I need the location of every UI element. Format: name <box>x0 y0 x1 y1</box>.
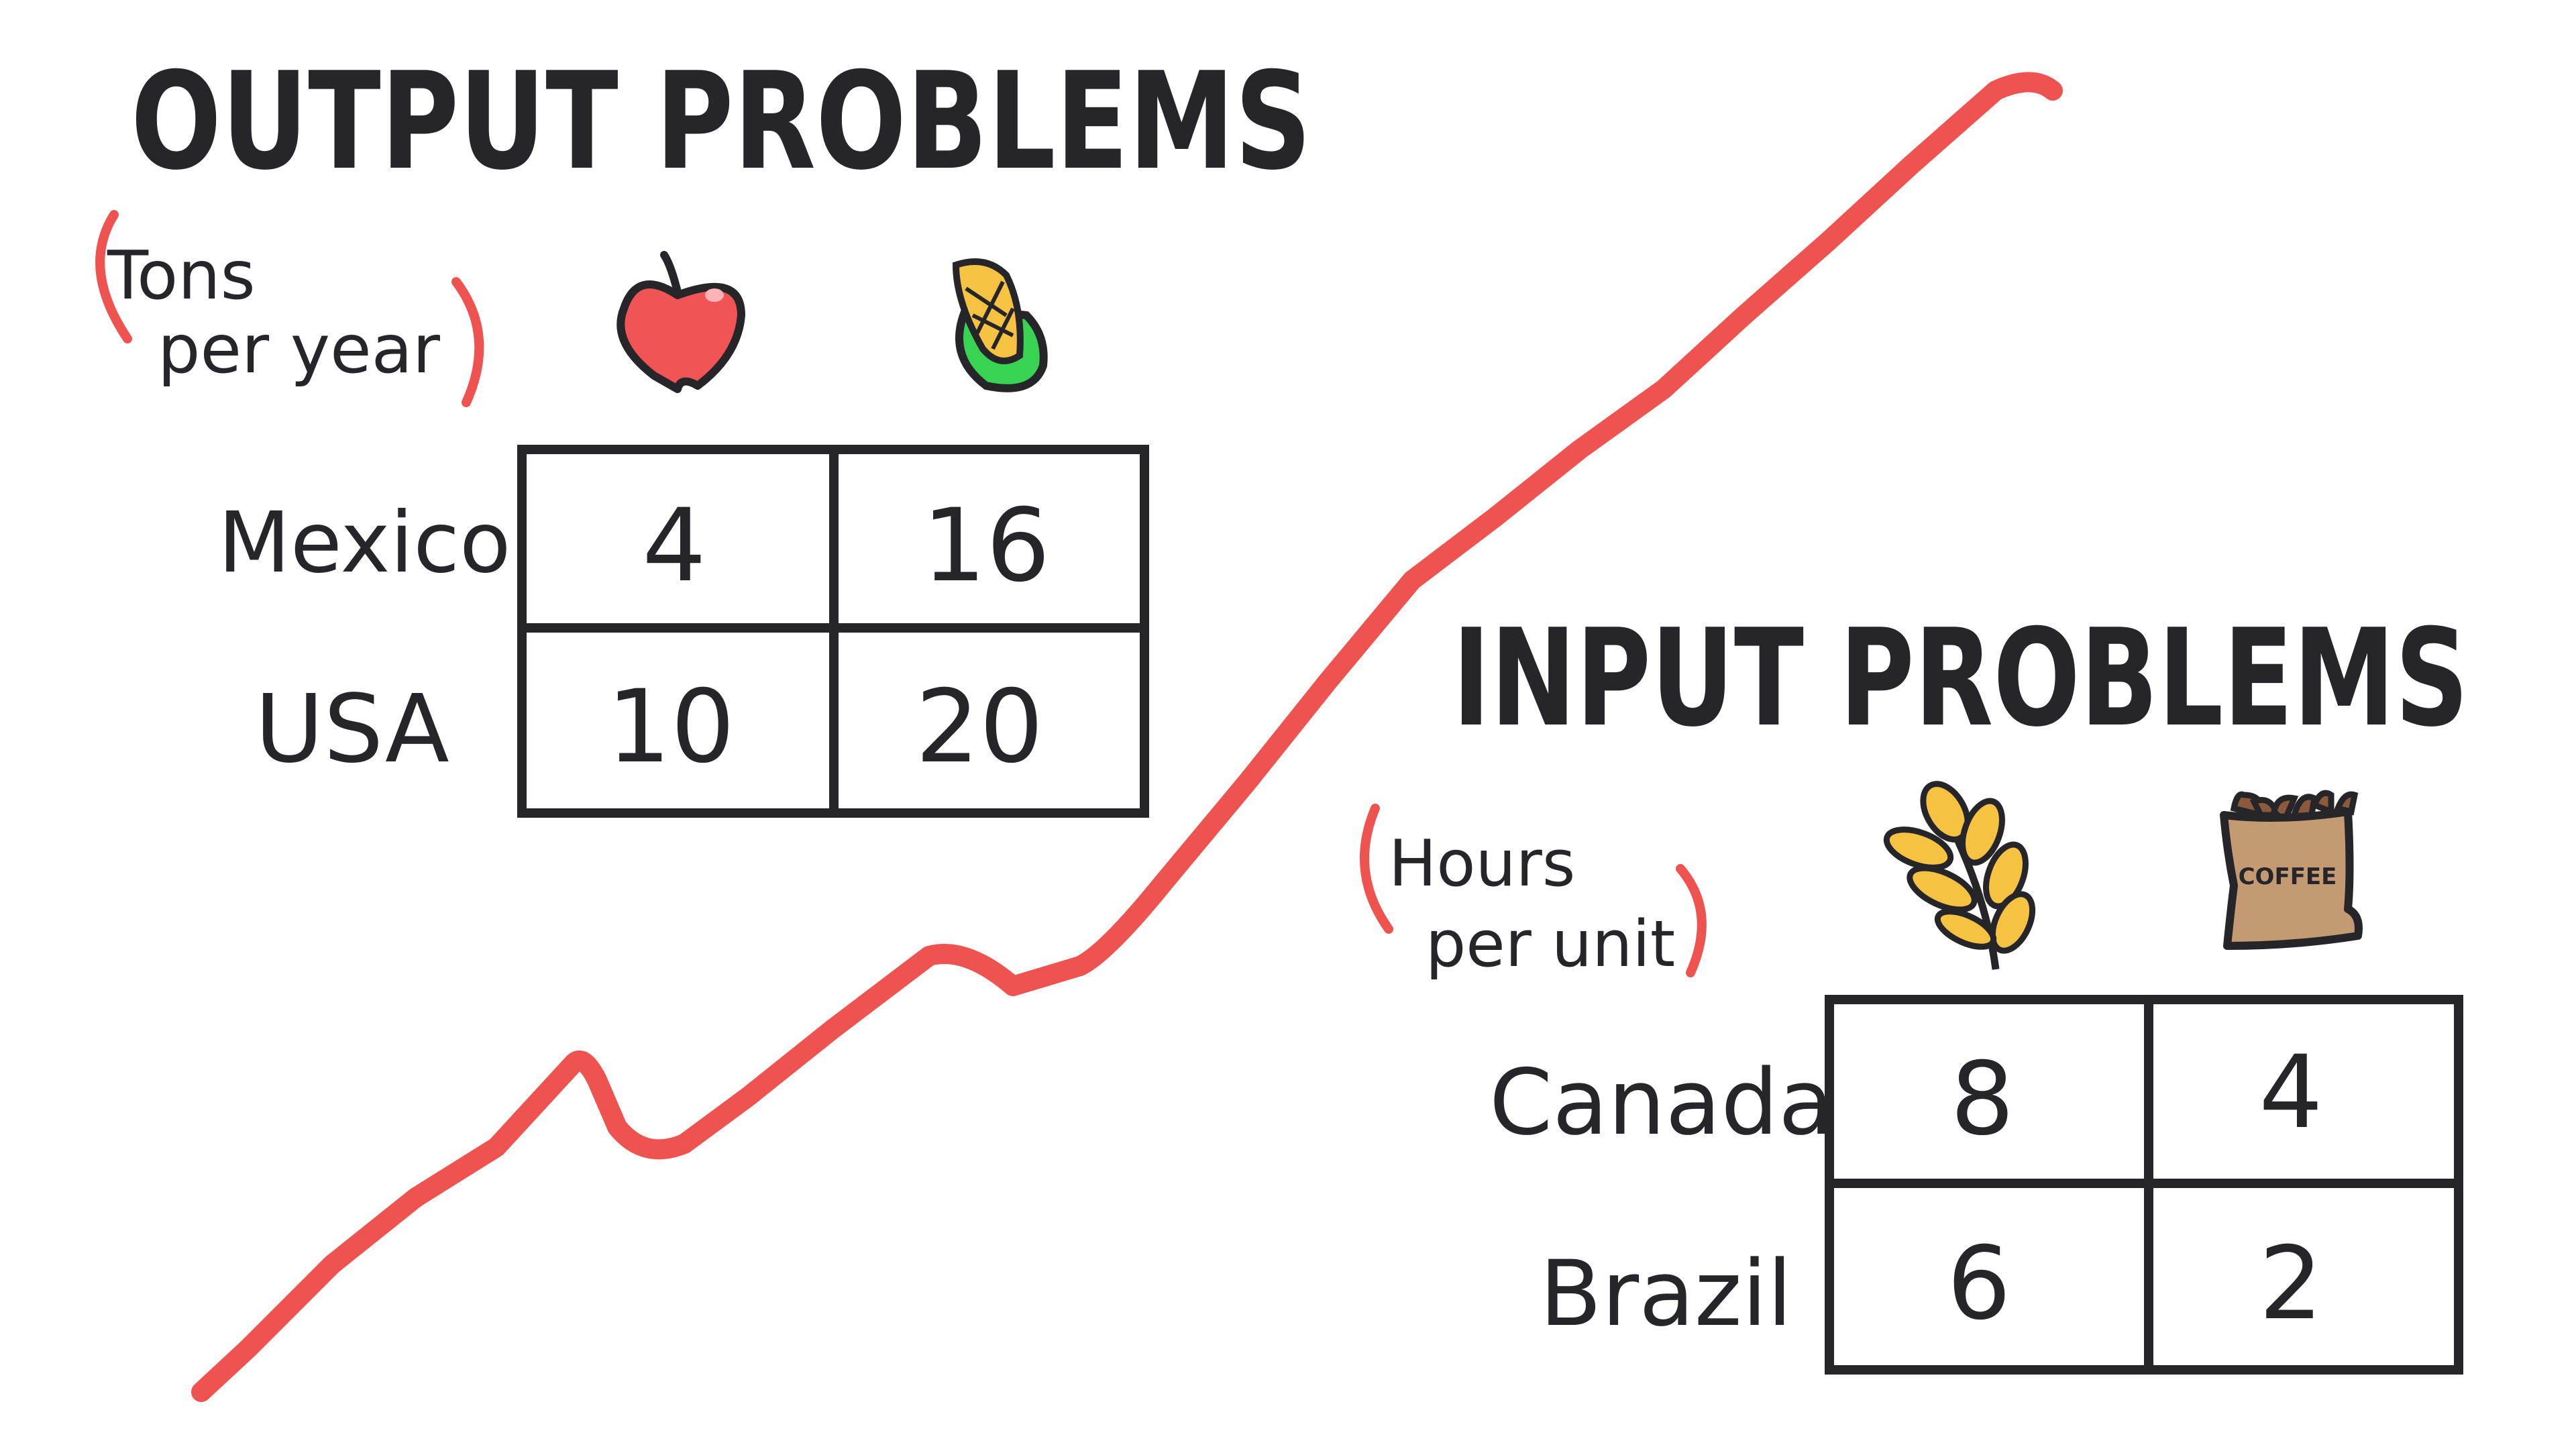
output-unit-line1: Tons <box>107 236 256 315</box>
output-problems-title: OUTPUT PROBLEMS <box>131 44 1311 200</box>
row-label-usa: USA <box>255 675 449 784</box>
row-label-canada: Canada <box>1489 1050 1834 1155</box>
output-table <box>517 445 1149 818</box>
rising-trend-line <box>191 72 2063 1402</box>
cell-brazil-wheat: 6 <box>1947 1226 2010 1342</box>
row-label-brazil: Brazil <box>1540 1241 1792 1346</box>
input-table <box>1825 995 2463 1375</box>
cell-canada-wheat: 8 <box>1950 1041 2014 1158</box>
input-unit-paren-left <box>1360 804 1393 934</box>
cell-brazil-coffee: 2 <box>2259 1226 2322 1342</box>
input-unit-paren-right <box>1676 864 1707 977</box>
cell-canada-coffee: 4 <box>2259 1034 2322 1151</box>
wheat-icon <box>1883 781 2036 970</box>
apple-icon <box>616 251 745 393</box>
corn-icon <box>952 258 1048 392</box>
coffee-bag-label: COFFEE <box>2239 863 2337 890</box>
cell-usa-apple: 10 <box>607 669 735 786</box>
input-unit-line2: per unit <box>1426 908 1675 981</box>
row-label-mexico: Mexico <box>218 494 511 592</box>
output-unit-paren-left <box>95 210 132 343</box>
output-unit-paren-right <box>451 277 484 407</box>
cell-mexico-corn: 16 <box>922 488 1051 604</box>
input-unit-line1: Hours <box>1389 827 1575 901</box>
cell-mexico-apple: 4 <box>642 488 706 604</box>
cell-usa-corn: 20 <box>916 669 1044 786</box>
output-unit-line2: per year <box>158 310 441 388</box>
input-problems-title: INPUT PROBLEMS <box>1452 600 2469 757</box>
coffee-bag-icon: COFFEE <box>2220 790 2363 950</box>
